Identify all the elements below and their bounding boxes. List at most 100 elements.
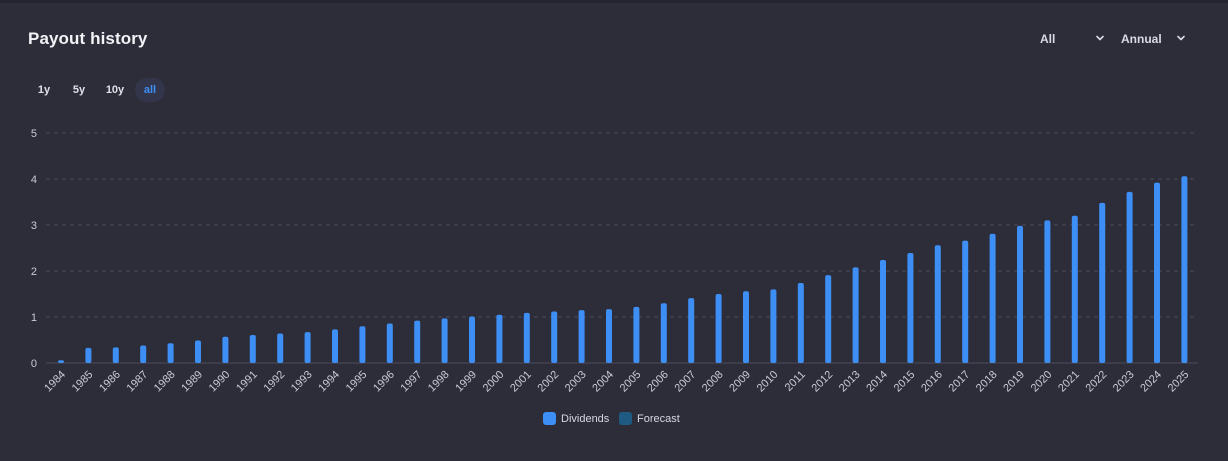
x-tick-label: 2010 [755, 369, 781, 395]
x-tick-label: 1985 [70, 369, 96, 395]
range-tab-5y[interactable]: 5y [72, 84, 86, 96]
y-tick-label: 4 [31, 174, 37, 186]
bar-dividends-2004[interactable] [606, 309, 612, 363]
bar-dividends-2011[interactable] [797, 282, 804, 363]
bar-dividends-1999[interactable] [469, 316, 475, 363]
range-tab-10y[interactable]: 10y [105, 84, 125, 96]
bar-dividends-2003[interactable] [578, 310, 585, 363]
bar-dividends-1991[interactable] [249, 334, 256, 363]
x-tick-label: 1996 [371, 369, 397, 395]
x-tick-label: 2006 [645, 369, 671, 395]
y-tick-label: 3 [31, 220, 37, 232]
bar-dividends-2006[interactable] [660, 303, 667, 363]
bar-dividends-2017[interactable] [962, 240, 969, 363]
x-tick-label: 1992 [262, 369, 288, 395]
chevron-down-icon [1096, 35, 1104, 41]
x-tick-label: 2015 [892, 369, 918, 395]
bar-dividends-2025[interactable] [1181, 176, 1188, 363]
x-tick-label: 2021 [1056, 369, 1082, 395]
bar-dividends-2014[interactable] [880, 259, 886, 363]
bar-dividends-2016[interactable] [934, 245, 941, 363]
page-title: Payout history [28, 29, 148, 48]
bar-dividends-2002[interactable] [551, 311, 558, 363]
x-tick-label: 2003 [563, 369, 589, 395]
bar-dividends-2005[interactable] [633, 306, 640, 363]
bar-dividends-1995[interactable] [359, 326, 366, 363]
y-tick-label: 1 [31, 312, 37, 324]
bars [58, 176, 1188, 363]
x-tick-label: 1998 [426, 369, 452, 395]
range-tab-all[interactable]: all [135, 78, 165, 102]
bar-dividends-2013[interactable] [852, 267, 859, 363]
chevron-down-icon [1177, 35, 1185, 41]
bar-dividends-1986[interactable] [112, 347, 119, 363]
bar-dividends-2024[interactable] [1154, 182, 1160, 363]
bar-dividends-2010[interactable] [770, 289, 777, 363]
x-tick-label: 1994 [316, 369, 342, 395]
x-tick-label: 2002 [536, 369, 562, 395]
frequency-value: Annual [1121, 32, 1162, 46]
bar-dividends-2012[interactable] [825, 275, 832, 363]
bar-dividends-1989[interactable] [195, 340, 201, 363]
bar-dividends-2022[interactable] [1099, 202, 1106, 363]
x-tick-label: 2005 [618, 369, 644, 395]
legend-label-dividends: Dividends [561, 412, 610, 425]
range-tab-1y[interactable]: 1y [37, 84, 51, 96]
y-axis-ticks: 0 1 2 3 4 5 [31, 128, 37, 370]
x-tick-label: 2020 [1029, 369, 1055, 395]
bar-dividends-2018[interactable] [989, 233, 996, 363]
bar-dividends-2007[interactable] [688, 298, 695, 363]
bar-dividends-1985[interactable] [85, 347, 92, 363]
bar-dividends-2001[interactable] [523, 312, 530, 363]
bar-dividends-2008[interactable] [715, 294, 722, 363]
dividend-type-dropdown[interactable]: All [1040, 31, 1106, 47]
bar-dividends-2021[interactable] [1071, 215, 1078, 363]
bar-dividends-2023[interactable] [1126, 191, 1133, 363]
bar-dividends-1992[interactable] [277, 333, 284, 363]
x-tick-label: 1990 [207, 369, 233, 395]
bar-dividends-2015[interactable] [907, 253, 914, 363]
y-tick-label: 2 [31, 266, 37, 278]
bar-dividends-2009[interactable] [743, 291, 749, 363]
bar-dividends-1984[interactable] [58, 360, 64, 363]
x-tick-label: 1991 [234, 369, 260, 395]
x-tick-label: 1993 [289, 369, 315, 395]
bar-dividends-2020[interactable] [1044, 220, 1051, 363]
x-tick-label: 2001 [508, 369, 534, 395]
x-tick-label: 2022 [1084, 369, 1110, 395]
x-tick-label: 2023 [1111, 369, 1137, 395]
x-tick-label: 2011 [783, 369, 808, 394]
bar-dividends-1998[interactable] [441, 318, 448, 363]
x-axis-ticks: 1984 1985 1986 1987 1988 1989 1990 1991 1992 1993… [42, 369, 1191, 395]
x-tick-label: 2025 [1166, 369, 1192, 395]
x-tick-label: 2017 [947, 369, 973, 395]
x-tick-label: 2004 [590, 369, 616, 395]
x-tick-label: 2024 [1138, 369, 1164, 395]
dividend-type-value: All [1040, 32, 1056, 46]
y-tick-label: 0 [31, 358, 37, 370]
legend-swatch-forecast [619, 412, 632, 425]
x-tick-label: 1999 [453, 369, 479, 395]
x-tick-label: 1984 [42, 369, 68, 395]
x-tick-label: 1987 [125, 369, 151, 395]
bar-dividends-1988[interactable] [167, 343, 174, 363]
x-tick-label: 1989 [179, 369, 205, 395]
bar-dividends-1997[interactable] [414, 320, 421, 363]
bar-dividends-1993[interactable] [304, 332, 311, 363]
bar-dividends-1996[interactable] [386, 323, 393, 363]
legend-item-dividends[interactable]: Dividends [543, 412, 609, 425]
bar-dividends-1994[interactable] [332, 329, 338, 363]
bar-dividends-1990[interactable] [222, 336, 229, 363]
legend-item-forecast[interactable]: Forecast [619, 412, 680, 425]
x-tick-label: 2013 [837, 369, 863, 395]
x-tick-label: 2019 [1001, 369, 1027, 395]
frequency-dropdown[interactable]: Annual [1121, 31, 1187, 47]
bar-dividends-1987[interactable] [140, 345, 147, 363]
x-tick-label: 1988 [152, 369, 178, 395]
bar-dividends-2019[interactable] [1017, 225, 1023, 363]
x-tick-label: 2014 [864, 369, 890, 395]
x-tick-label: 1986 [97, 369, 123, 395]
x-tick-label: 2016 [919, 369, 945, 395]
bar-dividends-2000[interactable] [496, 314, 503, 363]
